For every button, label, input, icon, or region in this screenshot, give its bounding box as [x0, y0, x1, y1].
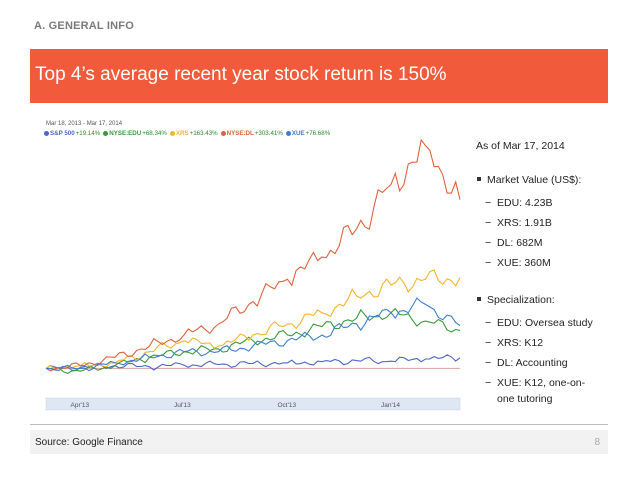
footer-divider	[30, 424, 608, 425]
legend-dot-icon	[103, 130, 109, 136]
bullet-square-icon	[477, 297, 481, 302]
series-line	[45, 138, 461, 372]
legend-series-change: +163.43%	[189, 130, 218, 137]
specialization-item: − DL: Accounting	[485, 357, 568, 369]
legend-series-name: NYSE:EDU	[109, 130, 142, 137]
slide-title: Top 4’s average recent year stock return…	[35, 64, 447, 85]
range-navigator	[45, 397, 461, 411]
legend-series-change: +303.41%	[254, 130, 283, 137]
legend-series-change: +68.34%	[142, 130, 167, 137]
legend-series-name: XUE	[291, 130, 305, 137]
page-number: 8	[594, 437, 600, 448]
market-value-label: Market Value (US$):	[487, 174, 582, 186]
chart-date-range: Mar 18, 2013 - Mar 17, 2014	[46, 121, 123, 127]
legend-dot-icon	[169, 130, 175, 136]
footer: Source: Google Finance 8	[30, 430, 608, 454]
x-tick-label: Jul'13	[174, 402, 191, 409]
specialization-item: one tutoring	[497, 393, 553, 405]
specialization-item: − XRS: K12	[485, 337, 544, 349]
legend-series-change: +19.14%	[75, 130, 101, 137]
legend-dot-icon	[285, 130, 291, 136]
market-value-item: − XUE: 360M	[485, 257, 551, 269]
chart-svg: 0%50%100%150%200%250%300%350%400%Apr'13J…	[45, 138, 461, 411]
legend-series-name: S&P 500	[50, 130, 75, 137]
legend-series-name: XRS	[175, 130, 189, 137]
section-label: A. GENERAL INFO	[34, 20, 134, 32]
legend-series-change: +76.68%	[305, 130, 331, 137]
legend-item: NYSE:DL+303.41%	[220, 130, 283, 137]
legend-item: S&P 500+19.14%	[44, 130, 100, 137]
legend-dot-icon	[44, 130, 49, 136]
x-tick-label: Jan'14	[381, 402, 400, 409]
as-of-date: As of Mar 17, 2014	[476, 140, 565, 152]
legend-item: NYSE:EDU+68.34%	[103, 130, 167, 137]
market-value-item: − XRS: 1.91B	[485, 217, 552, 229]
stock-chart: 0%50%100%150%200%250%300%350%400%Apr'13J…	[40, 120, 472, 414]
plot-area	[46, 140, 460, 404]
bullet-square-icon	[477, 177, 481, 182]
legend-item: XUE+76.68%	[285, 130, 331, 137]
specialization-label: Specialization:	[487, 294, 555, 306]
market-value-item: − EDU: 4.23B	[485, 197, 553, 209]
specialization-item: − EDU: Oversea study	[485, 317, 593, 329]
chart-legend: S&P 500+19.14% NYSE:EDU+68.34% XRS+163.43%…	[44, 130, 333, 137]
specialization-heading: Specialization:	[477, 294, 555, 306]
legend-dot-icon	[220, 130, 226, 136]
legend-item: XRS+163.43%	[169, 130, 218, 137]
x-tick-label: Apr'13	[71, 402, 90, 409]
legend-series-name: NYSE:DL	[226, 130, 254, 137]
x-tick-label: Oct'13	[278, 402, 297, 409]
market-value-item: − DL: 682M	[485, 237, 543, 249]
specialization-item: − XUE: K12, one-on-	[485, 377, 586, 389]
title-bar: Top 4’s average recent year stock return…	[30, 49, 608, 103]
source-note: Source: Google Finance	[35, 437, 143, 448]
market-value-heading: Market Value (US$):	[477, 174, 581, 186]
series-line	[46, 297, 461, 372]
